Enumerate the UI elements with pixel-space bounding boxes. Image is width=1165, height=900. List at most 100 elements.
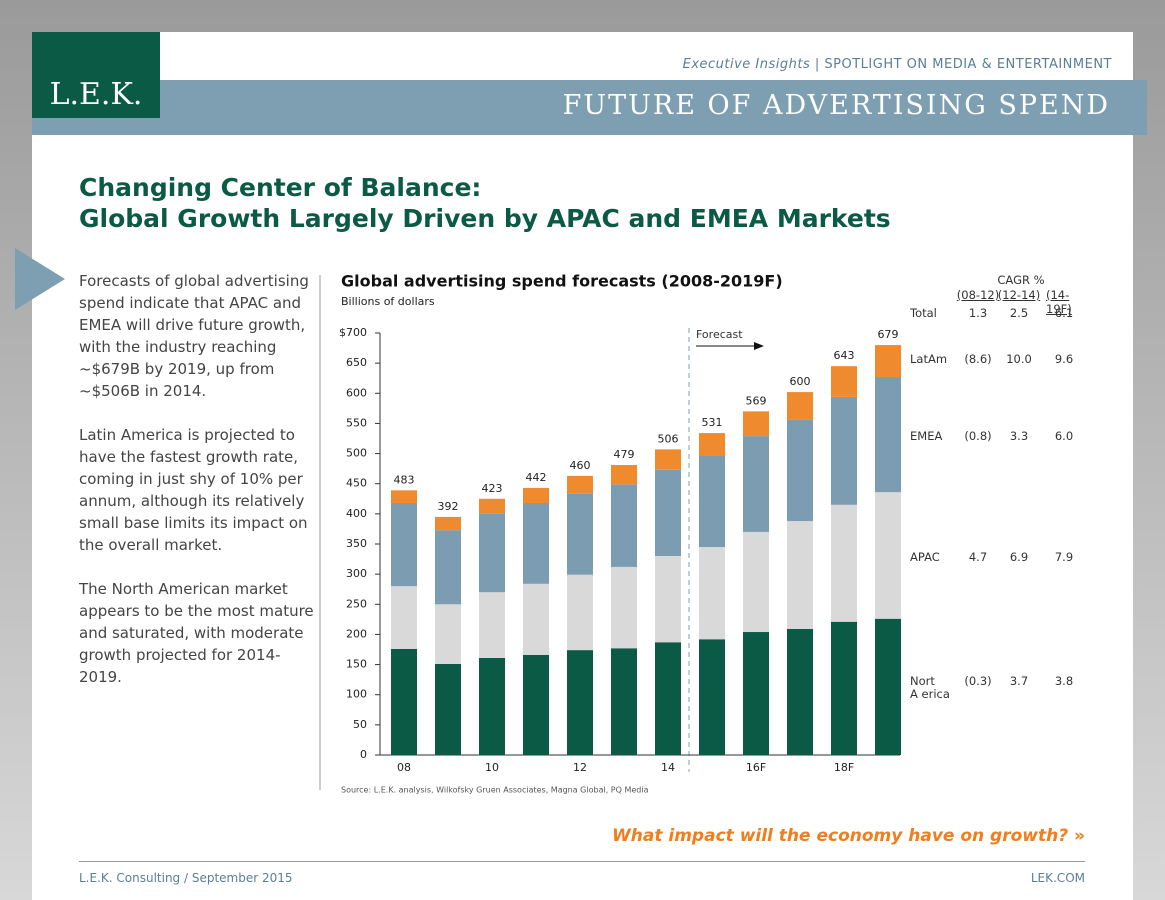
source: Source: L.E.K. analysis, Wilkofsky Gruen… [341,786,649,795]
bar-segment [743,411,769,437]
y-tick-label: 300 [346,567,367,580]
bar-segment [655,469,681,557]
total-label: 423 [482,482,503,495]
total-label: 483 [394,473,415,486]
y-tick-label: $700 [339,326,367,339]
annotation: Forecast [696,328,743,341]
header-band [32,80,1147,135]
footer-right: LEK.COM [1030,871,1085,885]
bar-segment [435,530,461,605]
bar-segment [787,392,813,420]
bar-segment [875,492,901,619]
y-tick-label: 650 [346,356,367,369]
total-label: 600 [790,375,811,388]
row-label: A erica [910,687,950,701]
bar-segment [875,377,901,493]
bar-segment [743,531,769,633]
headline-line: Global Growth Largely Driven by APAC and… [79,204,891,233]
bar-segment [655,556,681,643]
cagr-table: CAGR % (08-12) (12-14) (14-19F) Total 1.3 2.5 6… [900,270,1100,710]
bar-segment [699,547,725,640]
bar-segment [523,487,549,504]
y-tick-label: 600 [346,386,367,399]
y-tick-label: 350 [346,537,367,550]
y-tick-label: 200 [346,627,367,640]
cell: 7.9 [1054,550,1074,564]
cell: 6.0 [1054,429,1074,443]
bar-segment [787,419,813,522]
total-label: 479 [614,448,635,461]
total-label: 531 [702,416,723,429]
bar-segment [611,484,637,567]
bar-segment [567,493,593,575]
cell: 3.8 [1054,674,1074,688]
bar-segment [435,604,461,664]
bar-segment [831,366,857,397]
x-tick-label: 16F [746,761,766,774]
bar-segment [391,503,417,587]
y-tick-label: 400 [346,507,367,520]
question-text: What impact will the economy have on gro… [612,826,1069,846]
bar-segment [523,503,549,584]
bar-segment [875,345,901,378]
headline: Changing Center of Balance: Global Growth… [79,172,891,234]
row-label: Total [910,306,937,320]
bar-segment [831,504,857,622]
chevron: » [1074,826,1085,846]
total-label: 460 [570,459,591,472]
cell: (0.3) [964,674,992,688]
bar-segment [831,621,857,755]
paragraph: Forecasts of global advertising spend in… [79,272,309,400]
bar-segment [787,629,813,755]
bar-segment [479,513,505,593]
bar-segment [743,632,769,755]
column-header: (14-19F) [1046,288,1072,316]
bar-segment [611,566,637,649]
column-header: (12-14) [997,288,1041,302]
bar-segment [479,657,505,755]
bar-segment [435,663,461,755]
cell: 6.9 [1009,550,1029,564]
kicker-rest: | SPOTLIGHT ON MEDIA & ENTERTAINMENT [814,57,1112,72]
cell: (8.6) [964,352,992,366]
bar-segment [875,618,901,755]
bar-segment [567,650,593,755]
bar-segment [391,586,417,649]
kicker: Executive Insights | SPOTLIGHT ON MEDIA … [683,57,1112,72]
bar-segment [787,521,813,630]
paragraph: The North American market appears to be … [79,580,314,686]
x-tick-label: 08 [397,761,411,774]
cell: (0.8) [964,429,992,443]
headline-line: Changing Center of Balance: [79,173,482,202]
table-title: CAGR % [997,273,1045,287]
question: What impact will the economy have on gro… [612,826,1085,846]
bar-segment [611,465,637,485]
row-label: Nort [910,674,935,688]
y-tick-label: 550 [346,416,367,429]
total-label: 643 [834,349,855,362]
cell: 4.7 [968,550,988,564]
cell: 3.7 [1009,674,1029,688]
total-label: 442 [526,471,547,484]
cell: 2.5 [1009,306,1029,320]
forecast-arrowhead [754,342,764,350]
cell: 9.6 [1054,352,1074,366]
bar-segment [743,436,769,532]
bar-segment [479,498,505,514]
chart-subtitle: Billions of dollars [341,295,435,308]
total-label: 679 [878,328,899,341]
arrow-icon [15,248,65,310]
x-tick-label: 12 [573,761,587,774]
y-tick-label: 50 [353,718,367,731]
bar-segment [523,583,549,655]
row-label: EMEA [910,429,943,443]
footer-left: L.E.K. Consulting / September 2015 [79,871,293,885]
bar-segment [435,516,461,531]
y-tick-label: 250 [346,597,367,610]
chart-title: Global advertising spend forecasts (2008… [341,272,783,291]
cell: 3.3 [1009,429,1029,443]
bar-segment [567,574,593,651]
y-tick-label: 450 [346,477,367,490]
y-tick-label: 500 [346,447,367,460]
bar-segment [611,648,637,755]
